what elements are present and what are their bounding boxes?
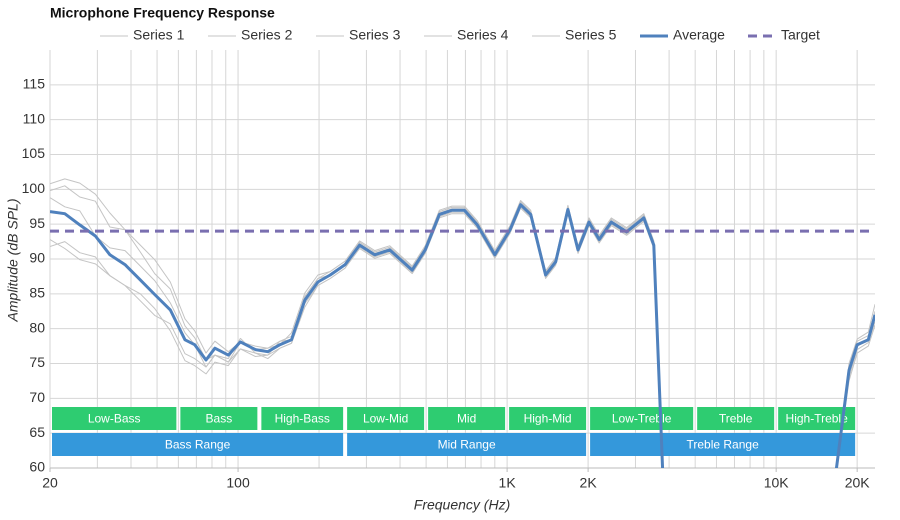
x-tick-label: 1K (499, 475, 517, 491)
band-label: Low-Treble (612, 412, 672, 426)
band-label: High-Bass (275, 412, 330, 426)
band-label: Bass Range (165, 438, 231, 452)
band-label: High-Mid (524, 412, 572, 426)
frequency-band (261, 407, 344, 430)
plot-area (50, 178, 875, 468)
frequency-band (52, 407, 177, 430)
frequency-band (778, 407, 856, 430)
x-tick-label: 100 (226, 475, 250, 491)
y-tick-label: 90 (29, 250, 45, 266)
band-label: Treble (719, 412, 753, 426)
band-label: Low-Mid (363, 412, 408, 426)
frequency-band (697, 407, 775, 430)
x-tick-label: 20K (845, 475, 871, 491)
legend-label: Series 1 (133, 27, 185, 43)
frequency-band (590, 433, 856, 456)
legend-label: Average (673, 27, 725, 43)
y-tick-label: 80 (29, 319, 45, 335)
frequency-band (52, 433, 344, 456)
y-tick-label: 115 (23, 76, 46, 92)
y-tick-label: 100 (22, 180, 46, 196)
y-tick-label: 95 (29, 215, 45, 231)
band-label: Mid (457, 412, 476, 426)
legend-label: Series 4 (457, 27, 509, 43)
legend-label: Series 3 (349, 27, 401, 43)
band-label: Bass (206, 412, 233, 426)
legend-label: Target (781, 27, 820, 43)
y-tick-label: 65 (29, 424, 45, 440)
y-tick-label: 105 (22, 145, 46, 161)
series-line (50, 203, 875, 468)
x-tick-label: 2K (580, 475, 598, 491)
y-tick-label: 60 (29, 459, 45, 475)
band-label: Mid Range (438, 438, 496, 452)
frequency-band (509, 407, 587, 430)
band-label: Treble Range (686, 438, 759, 452)
frequency-band (347, 407, 425, 430)
y-axis-label: Amplitude (dB SPL) (5, 199, 21, 323)
x-tick-label: 10K (764, 475, 790, 491)
legend-label: Series 5 (565, 27, 617, 43)
frequency-band (347, 433, 587, 456)
frequency-band (180, 407, 258, 430)
x-tick-label: 20 (42, 475, 58, 491)
frequency-band (428, 407, 506, 430)
y-tick-label: 85 (29, 285, 45, 301)
frequency-band (590, 407, 694, 430)
chart-title: Microphone Frequency Response (50, 5, 275, 21)
y-tick-label: 70 (29, 389, 45, 405)
legend-label: Series 2 (241, 27, 293, 43)
band-label: Low-Bass (88, 412, 141, 426)
y-tick-label: 75 (29, 354, 45, 370)
x-axis-label: Frequency (Hz) (414, 497, 510, 513)
band-label: High-Treble (786, 412, 849, 426)
y-tick-label: 110 (23, 110, 46, 126)
